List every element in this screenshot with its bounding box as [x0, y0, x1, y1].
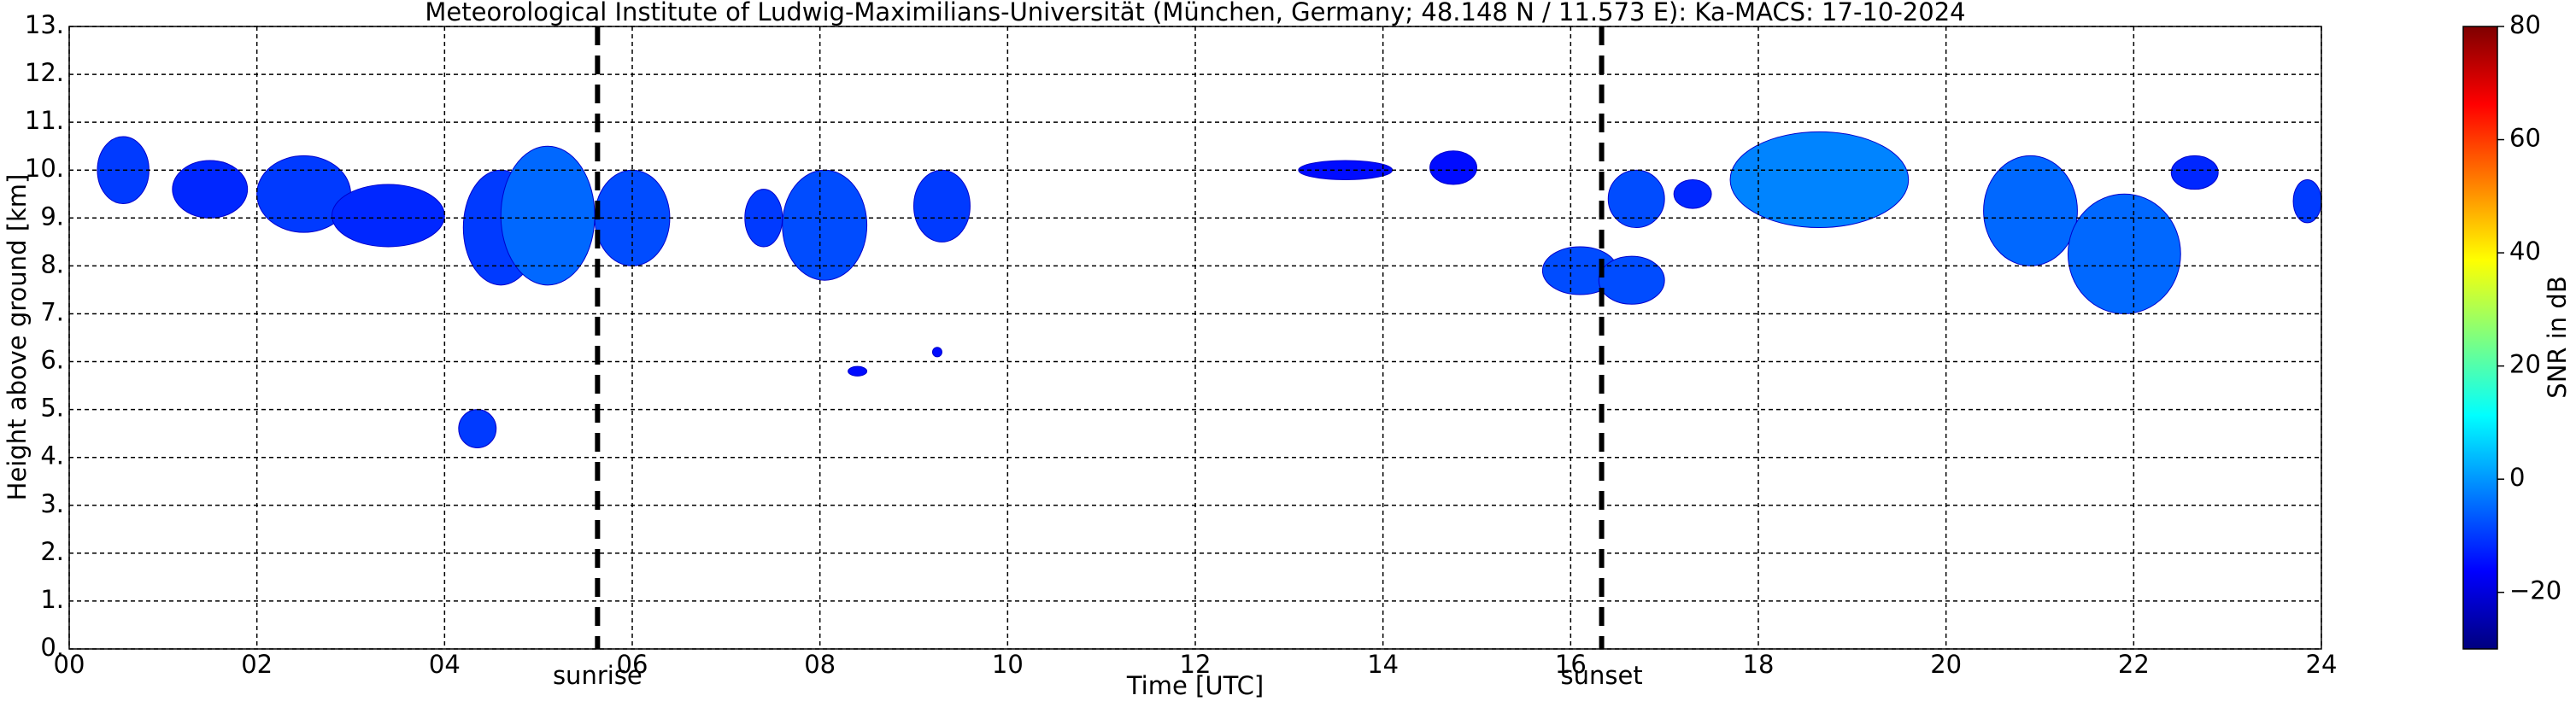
echo [2170, 155, 2219, 190]
y-tick-label: 0. [40, 633, 64, 662]
x-tick-label: 22 [2118, 650, 2150, 679]
echo [913, 169, 971, 242]
x-tick-label: 14 [1367, 650, 1399, 679]
y-tick-label: 9. [40, 202, 64, 231]
colorbar-tick-label: −20 [2509, 576, 2561, 605]
y-tick-label: 13. [25, 10, 64, 39]
colorbar-frame [2462, 26, 2498, 650]
x-tick-label: 06 [617, 650, 648, 679]
plot-frame [68, 26, 2322, 650]
x-tick-label: 20 [1930, 650, 1962, 679]
y-tick-label: 6. [40, 346, 64, 375]
echo [1429, 150, 1477, 185]
colorbar-tick-label: 20 [2509, 350, 2541, 379]
colorbar-tick-label: 40 [2509, 237, 2541, 266]
y-tick-label: 1. [40, 585, 64, 614]
event-label: sunrise [553, 661, 643, 690]
echo [332, 184, 445, 248]
x-tick-label: 12 [1180, 650, 1212, 679]
echo [172, 160, 249, 219]
echo [2292, 178, 2321, 224]
echo [1729, 131, 1910, 229]
y-axis-label: Height above ground [km] [3, 174, 32, 501]
y-tick-label: 4. [40, 441, 64, 470]
colorbar-tick-label: 60 [2509, 124, 2541, 153]
colorbar-tick-label: 0 [2509, 463, 2525, 492]
x-tick-label: 10 [992, 650, 1024, 679]
y-tick-label: 10. [25, 154, 64, 183]
x-tick-label: 24 [2306, 650, 2338, 679]
echo [782, 169, 868, 281]
y-tick-label: 11. [25, 106, 64, 135]
echo [458, 409, 497, 448]
x-tick-label: 04 [429, 650, 461, 679]
x-axis-label: Time [UTC] [1126, 671, 1264, 700]
echo [931, 347, 942, 358]
x-tick-label: 02 [241, 650, 273, 679]
echo [1983, 155, 2078, 266]
echo [848, 365, 868, 377]
y-tick-label: 7. [40, 297, 64, 326]
echo [2067, 193, 2181, 314]
x-tick-label: 18 [1743, 650, 1775, 679]
y-tick-label: 12. [25, 58, 64, 87]
x-tick-label: 16 [1555, 650, 1587, 679]
echo [1673, 178, 1712, 209]
event-label: sunset [1560, 661, 1642, 690]
y-tick-label: 3. [40, 489, 64, 518]
colorbar-label: SNR in dB [2543, 276, 2572, 398]
echo-layer [97, 131, 2321, 448]
chart-title: Meteorological Institute of Ludwig-Maxim… [425, 0, 1965, 26]
echo [500, 145, 596, 286]
x-tick-label: 00 [54, 650, 85, 679]
y-tick-label: 5. [40, 394, 64, 423]
y-tick-label: 2. [40, 537, 64, 566]
echo [1598, 255, 1665, 305]
colorbar-tick-label: 80 [2509, 10, 2541, 39]
x-tick-label: 08 [804, 650, 836, 679]
echo [1607, 169, 1665, 229]
colorbar [2463, 26, 2497, 649]
y-tick-label: 8. [40, 249, 64, 278]
